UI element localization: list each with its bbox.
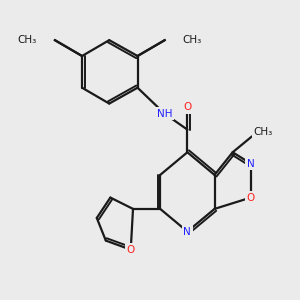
Text: CH₃: CH₃ <box>183 35 202 45</box>
Text: O: O <box>127 245 135 255</box>
Text: NH: NH <box>157 109 172 119</box>
Text: O: O <box>247 193 255 202</box>
Text: N: N <box>184 226 191 236</box>
Text: CH₃: CH₃ <box>17 35 37 45</box>
Text: O: O <box>183 102 191 112</box>
Text: CH₃: CH₃ <box>253 127 272 137</box>
Text: N: N <box>247 159 255 169</box>
